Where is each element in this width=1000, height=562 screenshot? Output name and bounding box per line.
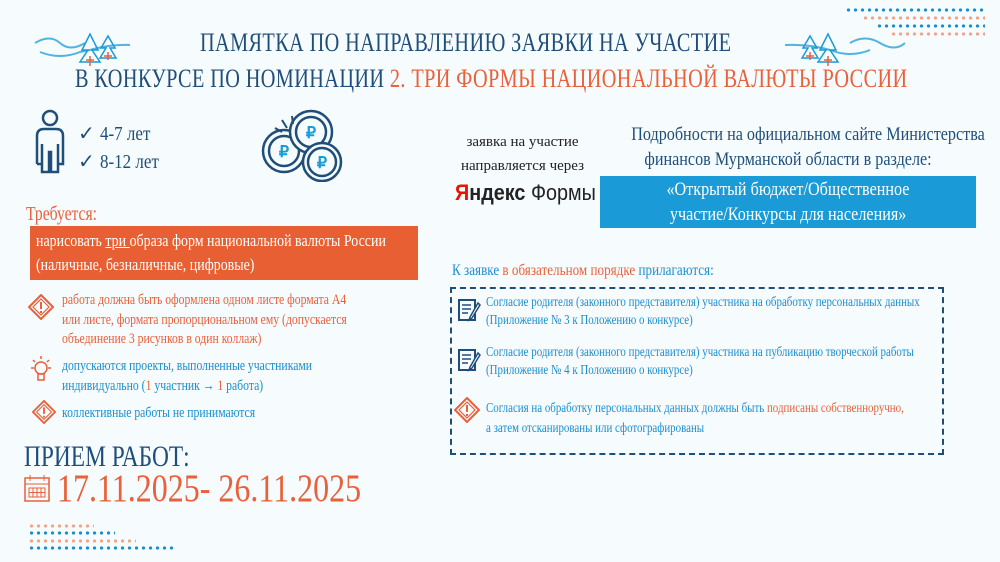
application-line1: заявка на участие [466, 134, 579, 150]
decor-dots [845, 8, 985, 12]
attachment-item: Согласие родителя (законного представите… [486, 295, 920, 328]
document-sign-icon [458, 299, 481, 322]
site-section-line1: «Открытый бюджет/Общественное [666, 179, 910, 200]
reception-dates: 17.11.2025- 26.11.2025 [57, 467, 362, 510]
site-info: Подробности на официальном сайте Министе… [600, 122, 985, 172]
page-title-line2: В КОНКУРСЕ ПО НОМИНАЦИИ 2. ТРИ ФОРМЫ НАЦ… [75, 64, 908, 93]
lightbulb-icon [31, 356, 51, 381]
site-line1: Подробности на официальном сайте Министе… [631, 124, 985, 145]
decor-dots [28, 546, 174, 550]
attachments-box [450, 287, 944, 455]
age-group: ✓ 8-12 лет [78, 151, 159, 173]
rule-item: работа должна быть оформлена одном листе… [62, 292, 347, 347]
warning-icon [28, 294, 54, 320]
decor-dots [876, 24, 985, 28]
decor-dots [28, 539, 136, 543]
site-section-line2: участие/Конкурсы для населения» [669, 204, 907, 225]
nomination-name: 2. ТРИ ФОРМЫ НАЦИОНАЛЬНОЙ ВАЛЮТЫ РОССИИ [389, 64, 908, 93]
person-icon [35, 109, 65, 174]
attachment-item: Согласие родителя (законного представите… [486, 345, 914, 378]
decor-dots [28, 524, 94, 528]
check-icon: ✓ [78, 123, 100, 145]
yandex-forms-logo[interactable]: Яндекс Формы [455, 180, 596, 205]
svg-text:₽: ₽ [279, 144, 289, 161]
warning-icon [32, 400, 56, 424]
calendar-icon [24, 475, 50, 502]
application-line2: направляется через [460, 158, 585, 174]
warning-icon [454, 397, 480, 423]
site-line2: финансов Мурманской области в разделе: [644, 149, 932, 170]
trees-decoration-left [34, 32, 131, 66]
rule-item: допускаются проекты, выполненные участни… [62, 358, 313, 394]
attachments-heading: К заявке в обязательном порядке прилагаю… [452, 262, 714, 279]
svg-text:₽: ₽ [317, 155, 327, 172]
application-info: заявка на участие направляется через [440, 130, 605, 178]
page-title-line1: ПАМЯТКА ПО НАПРАВЛЕНИЮ ЗАЯВКИ НА УЧАСТИЕ [200, 28, 732, 57]
required-box: нарисовать три образа форм национальной … [30, 226, 418, 280]
svg-text:₽: ₽ [306, 125, 316, 142]
age-group: ✓ 4-7 лет [78, 123, 151, 145]
attachments-note: Согласия на обработку персональных данны… [486, 401, 904, 436]
reception-label: ПРИЕМ РАБОТ: [24, 440, 190, 473]
ruble-coins-icon: ₽₽₽ [261, 109, 343, 182]
trees-decoration-right [784, 32, 906, 66]
decor-dots [890, 32, 985, 36]
document-sign-icon [458, 349, 481, 372]
site-section-box[interactable]: «Открытый бюджет/Общественное участие/Ко… [600, 176, 976, 228]
rule-item: коллективные работы не принимаются [62, 405, 256, 421]
required-label: Требуется: [26, 203, 97, 225]
decor-dots [28, 531, 115, 535]
age-groups: ✓ 4-7 лет ✓ 8-12 лет [78, 120, 169, 176]
decor-dots [862, 16, 985, 20]
check-icon: ✓ [78, 151, 100, 173]
